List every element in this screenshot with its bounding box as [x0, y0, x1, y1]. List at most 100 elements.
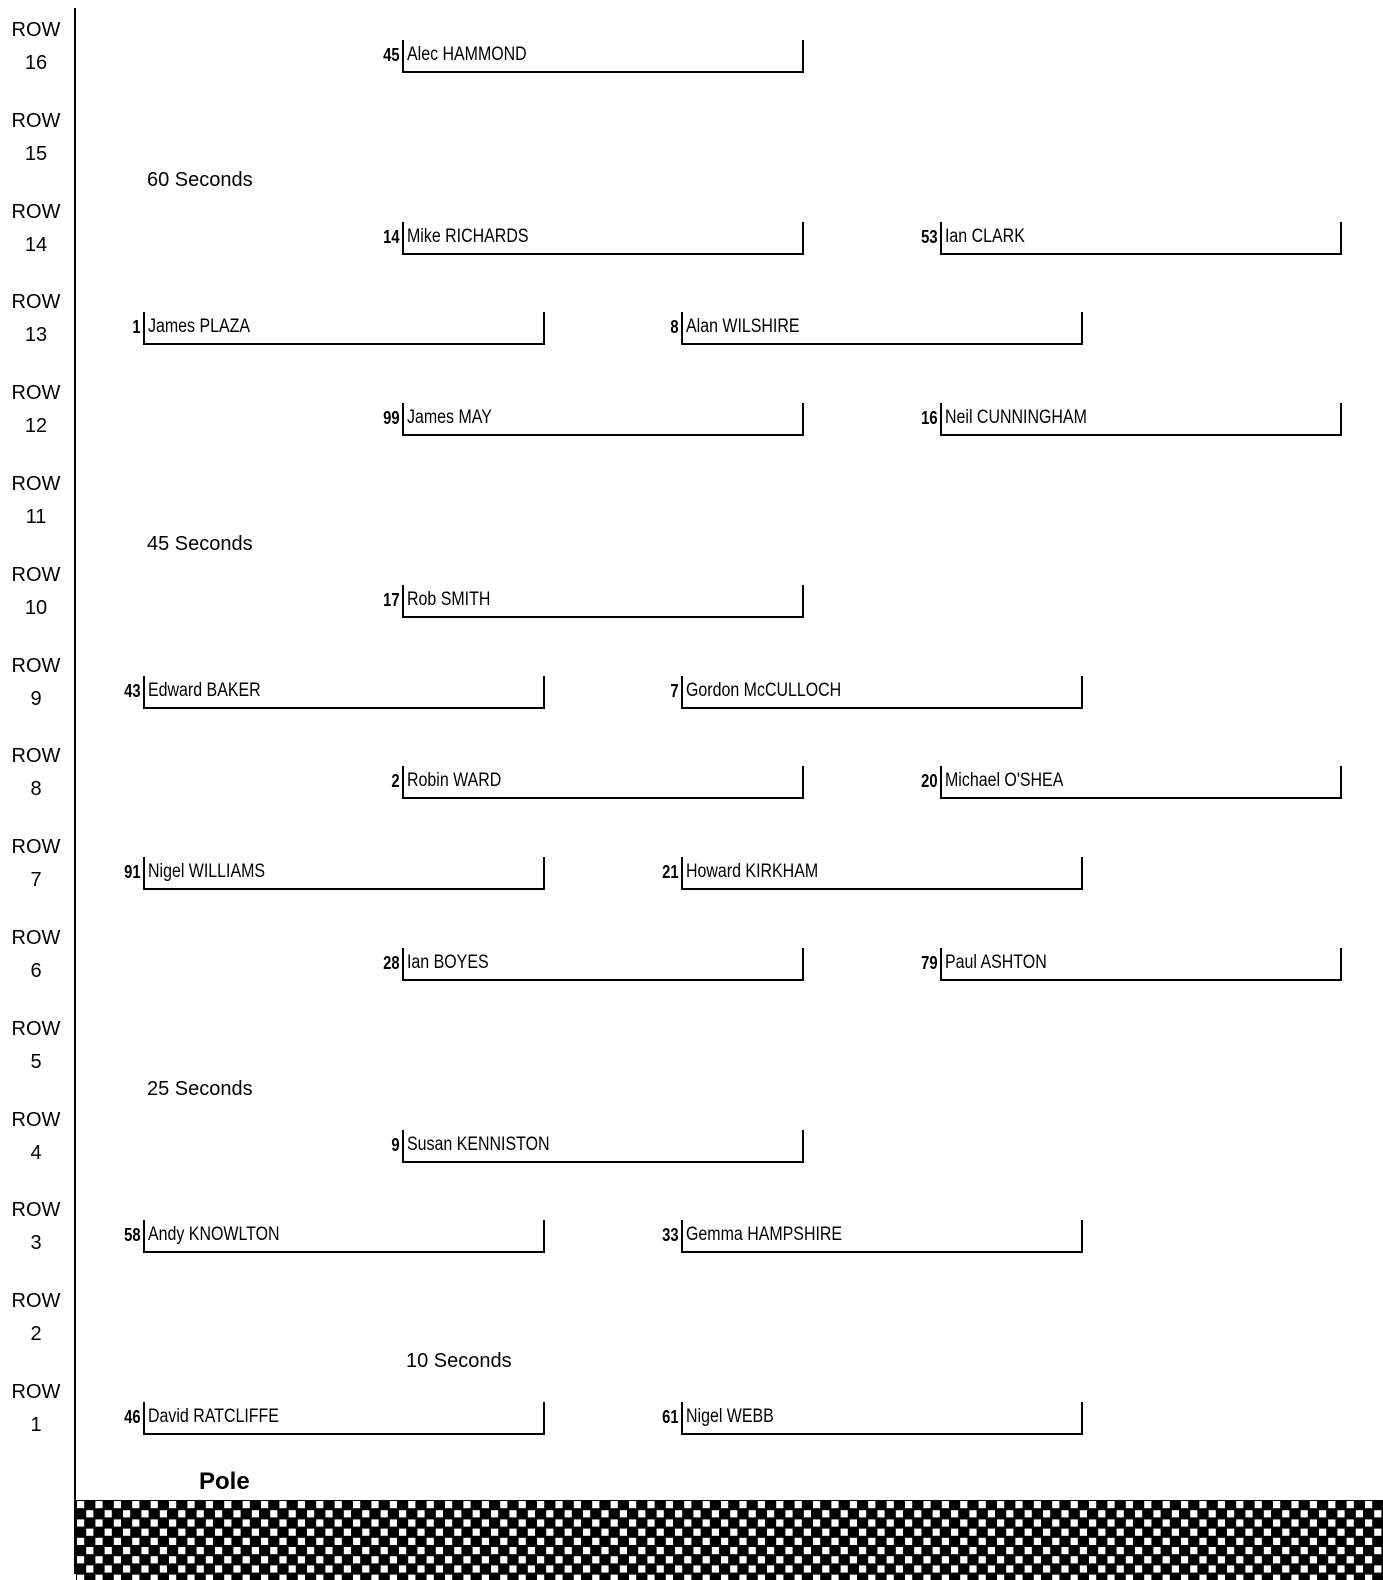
grid-slot-box [681, 312, 1083, 346]
row-label-number: 12 [24, 415, 48, 438]
driver-number: 7 [670, 680, 679, 701]
row-label: ROW 13 [0, 286, 72, 352]
row-label-number: 11 [25, 506, 47, 528]
grid-slot-box [143, 1220, 545, 1254]
row-label: ROW 9 [0, 650, 72, 716]
timing-marker: 10 Seconds [406, 1350, 512, 1372]
grid-slot-box [143, 857, 545, 891]
row-label: ROW 14 [0, 196, 72, 262]
row-label-prefix: ROW [11, 1017, 61, 1040]
row-label: ROW 7 [0, 831, 72, 897]
driver-number: 33 [662, 1225, 679, 1246]
row-label-prefix: ROW [11, 1199, 61, 1222]
row-label-prefix: ROW [11, 563, 61, 586]
row-label: ROW 5 [0, 1013, 72, 1079]
row-label-number: 7 [30, 869, 42, 892]
driver-name: Rob SMITH [407, 588, 491, 610]
grid-slot-box [402, 584, 804, 618]
row-label-number: 10 [24, 596, 48, 619]
grid-slot: 91 Nigel WILLIAMS [124, 857, 545, 891]
grid-slot-box [143, 1402, 545, 1435]
driver-number: 45 [383, 45, 400, 65]
row-label: ROW 4 [0, 1104, 72, 1170]
driver-name: Howard KIRKHAM [686, 861, 819, 883]
driver-name: James PLAZA [148, 316, 251, 338]
grid-slot: 46 David RATCLIFFE [124, 1402, 545, 1435]
grid-slot: 21 Howard KIRKHAM [662, 857, 1083, 891]
row-label-number: 9 [30, 687, 42, 710]
row-label: ROW 11 [0, 468, 72, 534]
grid-slot: 8 Alan WILSHIRE [670, 312, 1083, 346]
driver-number: 16 [921, 408, 938, 429]
row-label-number: 2 [30, 1323, 42, 1346]
grid-slot: 58 Andy KNOWLTON [124, 1220, 545, 1254]
row-label-number: 14 [24, 233, 48, 256]
grid-slot-box [940, 766, 1342, 800]
row-label-prefix: ROW [11, 200, 61, 223]
driver-name: James MAY [407, 407, 492, 429]
row-label-prefix: ROW [11, 1381, 61, 1403]
driver-name: Andy KNOWLTON [148, 1224, 280, 1246]
driver-number: 58 [124, 1225, 141, 1246]
grid-slot-box [402, 1129, 804, 1163]
pole-label: Pole [199, 1468, 250, 1495]
grid-slot-box [940, 221, 1342, 255]
driver-number: 43 [124, 680, 141, 701]
row-label-number: 13 [24, 324, 48, 347]
grid-slot-box [681, 1220, 1083, 1254]
driver-number: 99 [383, 408, 400, 429]
row-label-number: 8 [30, 778, 42, 801]
driver-number: 91 [124, 862, 141, 883]
driver-number: 21 [662, 862, 679, 883]
driver-name: Alan WILSHIRE [686, 316, 800, 338]
grid-slot: 53 Ian CLARK [921, 221, 1342, 255]
row-label: ROW 16 [0, 14, 72, 80]
grid-slot: 33 Gemma HAMPSHIRE [662, 1220, 1083, 1254]
driver-number: 20 [921, 771, 938, 792]
row-label: ROW 8 [0, 740, 72, 806]
timing-marker: 60 Seconds [147, 169, 253, 191]
driver-number: 8 [670, 317, 679, 338]
driver-name: David RATCLIFFE [148, 1406, 279, 1427]
driver-name: Gordon McCULLOCH [686, 679, 842, 701]
grid-slot: 16 Neil CUNNINGHAM [921, 403, 1342, 437]
row-label-number: 5 [30, 1050, 42, 1073]
grid-slot-box [143, 675, 545, 709]
row-label-prefix: ROW [11, 1108, 61, 1131]
grid-slot-box [940, 948, 1342, 981]
row-label-number: 16 [24, 52, 48, 74]
grid-slot-box [681, 675, 1083, 709]
row-label: ROW 6 [0, 922, 72, 988]
grid-slot: 9 Susan KENNISTON [391, 1129, 804, 1163]
grid-slot-box [681, 857, 1083, 891]
row-label-prefix: ROW [11, 19, 61, 41]
grid-slot: 79 Paul ASHTON [921, 948, 1342, 981]
timing-marker: 25 Seconds [147, 1078, 253, 1100]
row-label: ROW 15 [0, 105, 72, 171]
driver-name: Paul ASHTON [945, 952, 1047, 973]
driver-name: Neil CUNNINGHAM [945, 407, 1087, 429]
row-label-prefix: ROW [11, 654, 61, 677]
driver-number: 17 [383, 589, 400, 610]
row-label-number: 6 [30, 960, 42, 982]
row-label-number: 1 [30, 1414, 42, 1436]
grid-slot-box [402, 948, 804, 981]
row-label: ROW 10 [0, 559, 72, 625]
driver-name: Michael O'SHEA [945, 770, 1064, 792]
driver-number: 61 [662, 1407, 679, 1427]
driver-number: 53 [921, 226, 938, 247]
row-label: ROW 3 [0, 1194, 72, 1260]
grid-slot-box [143, 312, 545, 346]
row-label-prefix: ROW [11, 745, 61, 768]
row-label-prefix: ROW [11, 927, 61, 949]
driver-number: 14 [383, 226, 400, 247]
grid-slot: 17 Rob SMITH [383, 584, 804, 618]
driver-name: Susan KENNISTON [407, 1133, 550, 1155]
grid-slot-box [402, 403, 804, 437]
driver-number: 1 [132, 317, 141, 338]
grid-slot: 14 Mike RICHARDS [383, 221, 804, 255]
grid-slot: 43 Edward BAKER [124, 675, 545, 709]
driver-name: Ian BOYES [407, 952, 489, 973]
grid-divider-line [74, 8, 76, 1574]
